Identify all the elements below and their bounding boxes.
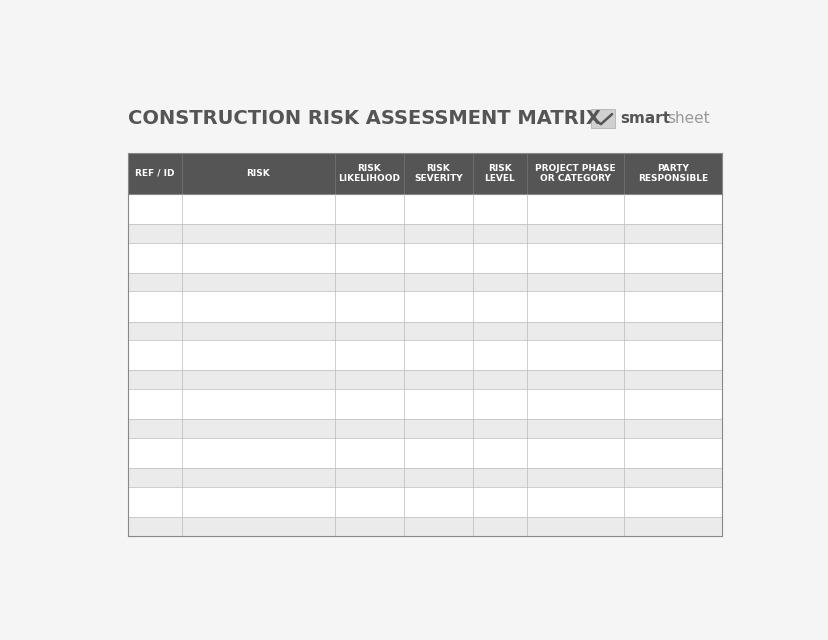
Bar	[128, 389, 721, 419]
Bar	[128, 517, 721, 536]
Bar	[128, 291, 721, 321]
Bar	[128, 193, 721, 224]
Bar	[128, 321, 721, 340]
Bar	[128, 273, 721, 291]
Bar	[128, 371, 721, 389]
Text: PARTY
RESPONSIBLE: PARTY RESPONSIBLE	[638, 164, 707, 183]
Bar	[128, 340, 721, 371]
Text: smart: smart	[619, 111, 670, 125]
Bar	[128, 224, 721, 243]
Text: RISK
SEVERITY: RISK SEVERITY	[413, 164, 462, 183]
Text: RISK: RISK	[246, 169, 270, 178]
Text: sheet: sheet	[667, 111, 709, 125]
Text: RISK
LEVEL: RISK LEVEL	[484, 164, 515, 183]
Bar	[128, 153, 721, 193]
Text: CONSTRUCTION RISK ASSESSMENT MATRIX: CONSTRUCTION RISK ASSESSMENT MATRIX	[128, 109, 600, 128]
Text: PROJECT PHASE
OR CATEGORY: PROJECT PHASE OR CATEGORY	[535, 164, 615, 183]
Bar	[128, 243, 721, 273]
Bar	[590, 109, 614, 127]
Bar	[128, 487, 721, 517]
Text: RISK
LIKELIHOOD: RISK LIKELIHOOD	[338, 164, 400, 183]
Bar	[128, 468, 721, 487]
Bar	[128, 438, 721, 468]
Text: REF / ID: REF / ID	[135, 169, 175, 178]
Bar	[128, 419, 721, 438]
